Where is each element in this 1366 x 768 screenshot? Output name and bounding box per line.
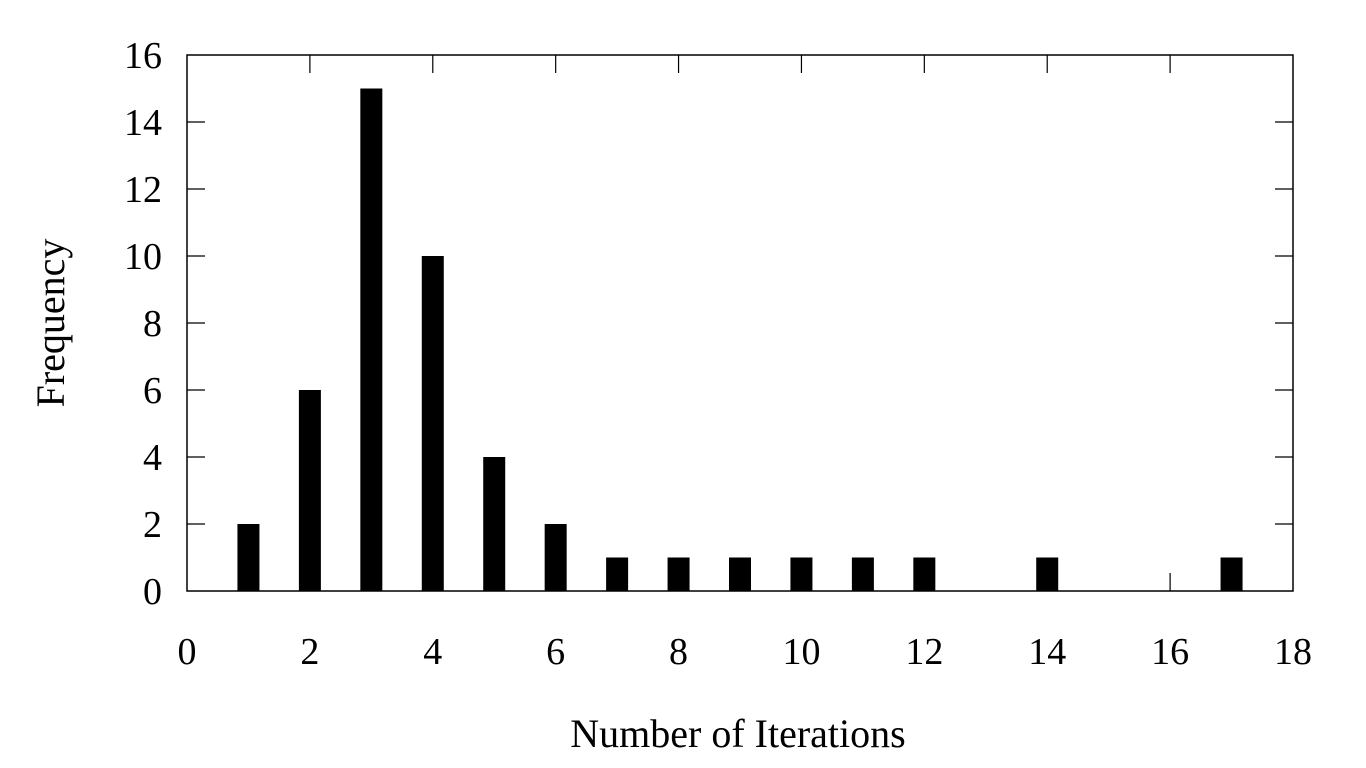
x-tick-label-12: 12 bbox=[905, 631, 943, 673]
x-tick-label-2: 2 bbox=[300, 631, 319, 673]
bar-x-4 bbox=[421, 256, 444, 591]
bar-x-9 bbox=[729, 557, 751, 591]
x-tick-label-0: 0 bbox=[178, 631, 197, 673]
bar-x-1 bbox=[237, 524, 260, 591]
y-axis-title: Frequency bbox=[28, 239, 73, 408]
x-tick-label-6: 6 bbox=[546, 631, 565, 673]
x-tick-label-14: 14 bbox=[1028, 631, 1066, 673]
x-axis-title: Number of Iterations bbox=[570, 711, 905, 756]
ticks-layer bbox=[187, 55, 1293, 591]
bar-x-6 bbox=[544, 524, 567, 591]
x-tick-labels: 0 2 4 6 8 10 12 14 16 18 bbox=[178, 631, 1313, 673]
x-tick-label-16: 16 bbox=[1151, 631, 1189, 673]
x-tick-label-18: 18 bbox=[1274, 631, 1312, 673]
y-tick-label-10: 10 bbox=[124, 236, 162, 278]
y-tick-label-2: 2 bbox=[143, 504, 162, 546]
x-tick-label-8: 8 bbox=[669, 631, 688, 673]
bar-x-17 bbox=[1220, 557, 1243, 591]
y-tick-label-8: 8 bbox=[143, 303, 162, 345]
y-tick-label-4: 4 bbox=[143, 437, 162, 479]
bar-x-2 bbox=[298, 390, 321, 591]
plot-frame bbox=[186, 54, 1294, 592]
y-tick-label-14: 14 bbox=[124, 102, 162, 144]
bar-x-11 bbox=[851, 557, 874, 591]
bar-x-5 bbox=[483, 457, 506, 591]
bar-x-7 bbox=[606, 557, 629, 591]
y-tick-label-12: 12 bbox=[124, 169, 162, 211]
bars-layer bbox=[237, 88, 1243, 591]
x-tick-label-10: 10 bbox=[782, 631, 820, 673]
y-tick-label-6: 6 bbox=[143, 370, 162, 412]
y-tick-label-16: 16 bbox=[124, 35, 162, 77]
bar-x-3 bbox=[360, 88, 383, 591]
y-tick-label-0: 0 bbox=[143, 571, 162, 613]
y-tick-labels: 0 2 4 6 8 10 12 14 16 bbox=[124, 35, 162, 613]
x-tick-label-4: 4 bbox=[423, 631, 442, 673]
